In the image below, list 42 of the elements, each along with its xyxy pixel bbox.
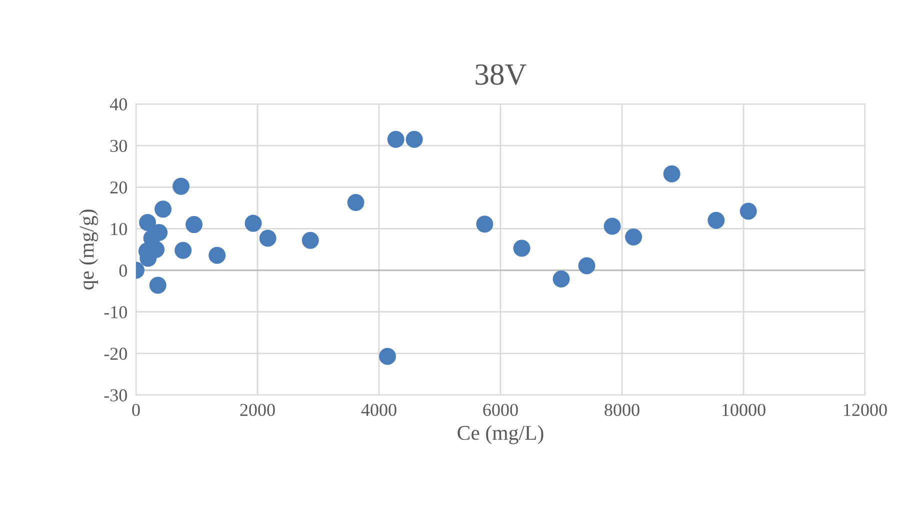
point [154,200,172,218]
x-tick-label: 8000 [604,404,640,416]
x-tick-label: 12000 [844,404,887,416]
y-tick-label: 0 [119,264,127,277]
point [740,202,757,220]
x-tick-label: 2000 [240,404,275,416]
point [625,228,642,246]
chart-title: 38V [476,64,526,86]
point [149,276,166,294]
point [513,240,530,257]
y-axis-title: qe (mg/g) [79,210,98,290]
point [379,348,396,365]
point [302,232,319,249]
x-tick-label: 0 [132,404,140,416]
x-tick-label: 4000 [361,404,396,416]
point [186,216,203,234]
point [347,194,364,212]
point [578,257,596,274]
x-tick-label: 10000 [722,404,766,416]
point [174,242,192,259]
point [139,214,156,231]
x-axis-title: Ce (mg/L) [458,425,544,444]
point [406,130,423,148]
y-tick-label: 20 [110,181,127,194]
point [604,218,621,235]
y-tick-label: 10 [111,222,127,236]
y-tick-label: -30 [104,389,127,402]
point [244,214,262,232]
y-tick-label: 30 [110,140,127,152]
point [552,270,570,288]
point [150,224,168,241]
point [708,212,725,229]
y-tick-label: 40 [110,98,127,110]
point [172,178,190,195]
x-tick-label: 6000 [483,404,518,416]
point [476,216,494,233]
y-tick-label: -20 [104,348,127,360]
point [208,246,226,264]
point [387,130,404,148]
point [259,230,276,247]
y-tick-label: -10 [104,306,127,318]
point [663,165,680,182]
